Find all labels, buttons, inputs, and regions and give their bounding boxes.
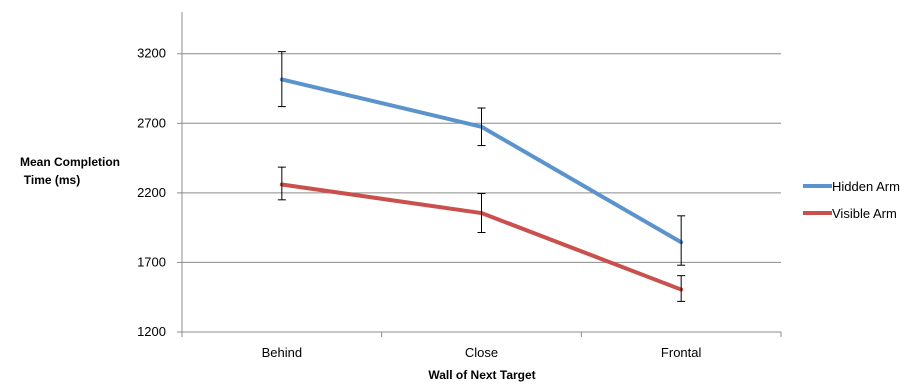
error-bar-hidden-arm-0 — [277, 51, 286, 108]
x-axis-title: Wall of Next Target — [428, 368, 535, 382]
y-tick-label-1700: 1700 — [137, 254, 166, 269]
legend-label-visible-arm: Visible Arm — [832, 206, 897, 221]
x-tick-label-behind: Behind — [262, 345, 302, 360]
y-tick-label-2200: 2200 — [137, 185, 166, 200]
x-tick-label-frontal: Frontal — [661, 345, 702, 360]
y-tick-labels: 1200 1700 2200 2700 3200 — [137, 46, 166, 339]
error-bar-visible-arm-2 — [677, 275, 686, 302]
error-bar-visible-arm-0 — [277, 166, 286, 201]
legend-label-hidden-arm: Hidden Arm — [832, 179, 900, 194]
error-bars — [277, 51, 686, 302]
axes — [177, 12, 782, 337]
error-bar-visible-arm-1 — [477, 193, 486, 234]
y-tick-label-1200: 1200 — [137, 324, 166, 339]
x-tick-label-close: Close — [465, 345, 498, 360]
y-axis-title-line-2: Time (ms) — [24, 173, 80, 187]
y-axis-title-line-1: Mean Completion — [20, 155, 120, 169]
legend: Hidden Arm Visible Arm — [803, 179, 900, 221]
error-bar-hidden-arm-1 — [477, 107, 486, 147]
x-tick-labels: Behind Close Frontal — [262, 345, 702, 360]
error-bar-hidden-arm-2 — [677, 215, 686, 266]
y-tick-label-3200: 3200 — [137, 46, 166, 61]
y-tick-label-2700: 2700 — [137, 115, 166, 130]
